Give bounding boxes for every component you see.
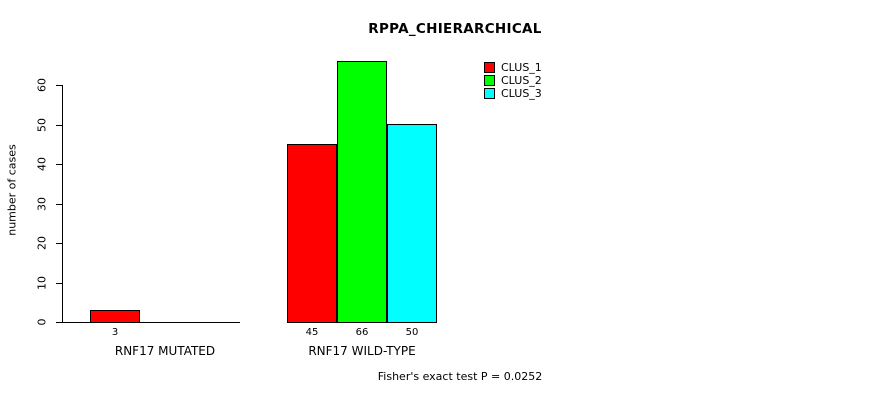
legend-label-clus-1: CLUS_1: [501, 61, 542, 74]
legend-label-clus-2: CLUS_2: [501, 74, 542, 87]
bar-clus-3-rnf17-wild-type: [387, 124, 437, 323]
y-axis-tick-label: 0: [35, 318, 49, 326]
y-axis-tick: [56, 204, 62, 205]
annotation-fisher-test: Fisher's exact test P = 0.0252: [377, 370, 543, 383]
bar-value-label: 66: [355, 327, 369, 338]
y-axis-tick: [56, 164, 62, 165]
bar-clus-2-rnf17-wild-type: [337, 61, 387, 323]
legend-item-clus-2: CLUS_2: [484, 74, 542, 87]
bar-value-label: 3: [111, 327, 119, 338]
y-axis-line: [62, 85, 63, 323]
y-axis-tick: [56, 243, 62, 244]
y-axis-tick: [56, 322, 62, 323]
legend-label-clus-3: CLUS_3: [501, 87, 542, 100]
y-axis-tick: [56, 85, 62, 86]
legend-item-clus-1: CLUS_1: [484, 61, 542, 74]
y-axis-tick-label: 40: [35, 157, 49, 171]
legend-item-clus-3: CLUS_3: [484, 87, 542, 100]
bar-value-label: 45: [305, 327, 319, 338]
legend-swatch-clus-2: [484, 75, 495, 86]
y-axis-tick: [56, 125, 62, 126]
x-axis-baseline: [62, 322, 240, 323]
x-axis-category-label-rnf17-mutated: RNF17 MUTATED: [114, 344, 216, 358]
bar-clus-1-rnf17-mutated: [90, 310, 140, 323]
legend-swatch-clus-1: [484, 62, 495, 73]
x-axis-category-label-rnf17-wild-type: RNF17 WILD-TYPE: [308, 344, 416, 358]
y-axis-tick: [56, 283, 62, 284]
chart-title: RPPA_CHIERARCHICAL: [368, 21, 542, 37]
y-axis-tick-label: 20: [35, 236, 49, 250]
legend: CLUS_1 CLUS_2 CLUS_3: [484, 61, 542, 100]
legend-swatch-clus-3: [484, 88, 495, 99]
bar-clus-1-rnf17-wild-type: [287, 144, 337, 323]
y-axis-tick-label: 60: [35, 78, 49, 92]
bar-value-label: 50: [405, 327, 419, 338]
y-axis-tick-label: 30: [35, 197, 49, 211]
y-axis-tick-label: 10: [35, 276, 49, 290]
y-axis-tick-label: 50: [35, 118, 49, 132]
